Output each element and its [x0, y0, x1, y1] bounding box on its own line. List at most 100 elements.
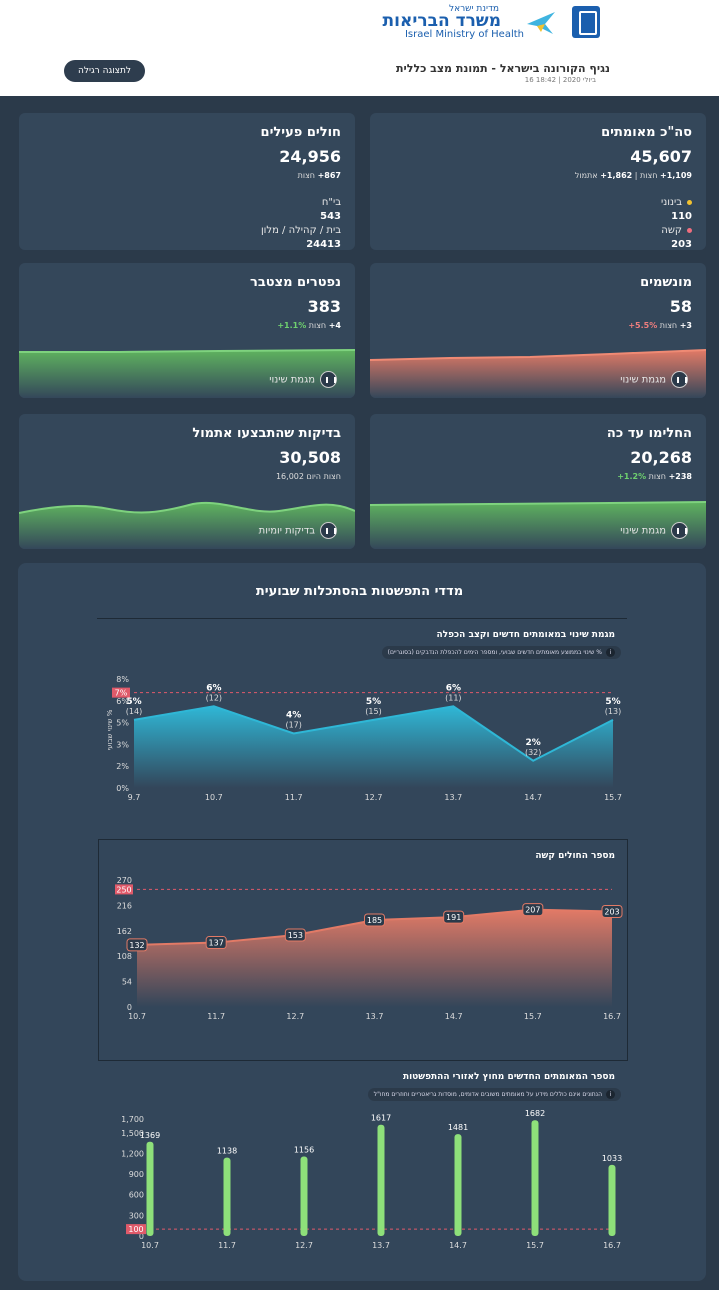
data-label: 185 — [367, 916, 382, 925]
x-tick-label: 10.7 — [141, 1241, 159, 1250]
bar — [146, 1141, 154, 1236]
info-icon[interactable]: i — [606, 648, 615, 657]
confirmed-delta-midnight-label: חצות — [640, 171, 658, 180]
logo-english-text: Israel Ministry of Health — [404, 29, 524, 40]
tests-value: 30,508 — [279, 448, 341, 467]
moderate-label-text: בינוני — [661, 197, 682, 208]
ventilated-pct: 5.5%+ — [628, 321, 658, 330]
bar — [608, 1164, 616, 1236]
confirmed-title: סה"כ מאומתים — [601, 125, 692, 140]
severe-chart-box — [98, 839, 628, 1061]
x-tick-label: 14.7 — [445, 1012, 463, 1021]
severe-label: קשה — [661, 225, 692, 236]
recovered-trend-button[interactable]: מגמת שינוי — [620, 522, 688, 539]
data-label: 6% — [446, 683, 461, 693]
y-tick-label: 900 — [129, 1170, 144, 1179]
ministry-logo-icon — [527, 12, 555, 34]
tests-deltas: חצות היום 16,002 — [276, 472, 341, 481]
y-tick-label: 108 — [117, 952, 132, 961]
deceased-title: נפטרים מצטבר — [250, 275, 341, 290]
ventilated-card: מונשמים 58 3+ חצות 5.5%+ מגמת שינוי — [370, 263, 706, 398]
y-tick-label: 0% — [116, 784, 129, 793]
x-tick-label: 9.7 — [128, 793, 141, 802]
ventilated-delta-label: חצות — [659, 321, 678, 330]
y-tick-label: 6% — [116, 697, 129, 706]
recovered-delta: 238+ — [668, 472, 692, 481]
panel-title: מדדי התפשטות בהסתכלות שבועית — [255, 584, 464, 599]
logo-top-text: מדינת ישראל — [448, 4, 499, 14]
data-label: 4% — [286, 711, 301, 721]
recovered-deltas: 238+ חצות 1.2%+ — [617, 472, 692, 481]
active-card: חולים פעילים 24,956 867+ חצות בי"ח 543 ב… — [19, 113, 355, 250]
bar — [531, 1120, 539, 1236]
panel-divider — [97, 618, 627, 619]
threshold-label: 250 — [116, 885, 131, 894]
ventilated-trend-label: מגמת שינוי — [620, 374, 666, 386]
info-icon[interactable]: i — [606, 1090, 615, 1099]
header: מדינת ישראל משרד הבריאות Israel Ministry… — [0, 0, 719, 96]
x-tick-label: 16.7 — [603, 1012, 621, 1021]
data-label-box — [601, 905, 623, 919]
y-tick-label: 0 — [127, 1003, 132, 1012]
page-title: נגיף הקורונה בישראל - תמונת מצב כללית — [396, 62, 610, 75]
y-tick-label: 1,500 — [121, 1129, 144, 1138]
hospital-value: 543 — [320, 211, 341, 222]
active-deltas: 867+ חצות — [298, 171, 341, 180]
y-tick-label: 300 — [129, 1211, 144, 1220]
y-tick-label: 3% — [116, 740, 129, 749]
doubling-label: (32) — [525, 748, 541, 757]
y-tick-label: 162 — [117, 927, 132, 936]
tests-today-label: היום — [306, 472, 322, 481]
data-label: 6% — [206, 683, 221, 693]
confirmed-value: 45,607 — [630, 147, 692, 166]
data-label: 1682 — [525, 1109, 545, 1118]
home-value: 24413 — [306, 239, 341, 250]
regular-view-button[interactable]: לתצוגה רגילה — [64, 60, 145, 82]
recovered-value: 20,268 — [630, 448, 692, 467]
hospital-label: בי"ח — [321, 197, 341, 208]
confirmed-delta-midnight: 1,109+ — [659, 171, 692, 180]
bar-chart-icon — [320, 371, 337, 388]
doubling-label: (14) — [126, 707, 142, 716]
ventilated-trend-button[interactable]: מגמת שינוי — [620, 371, 688, 388]
confirmed-delta-yesterday: 1,862+ — [600, 171, 633, 180]
data-label-box — [284, 928, 306, 942]
data-label: 1369 — [140, 1131, 160, 1140]
x-tick-label: 16.7 — [603, 1241, 621, 1250]
data-label: 1138 — [217, 1147, 237, 1156]
deceased-card: נפטרים מצטבר 383 4+ חצות 1.1%+ מגמת שינו… — [19, 263, 355, 398]
deceased-value: 383 — [307, 297, 341, 316]
x-tick-label: 12.7 — [365, 793, 383, 802]
deceased-delta-label: חצות — [308, 321, 327, 330]
severe-dot-icon — [687, 227, 692, 233]
confirmed-delta-yesterday-label: אתמול — [574, 171, 598, 180]
data-label: 132 — [129, 941, 144, 950]
recovered-trend-label: מגמת שינוי — [620, 525, 666, 537]
bar — [223, 1157, 231, 1236]
data-label-box — [443, 910, 465, 924]
data-label-box — [126, 938, 148, 952]
data-label: 1617 — [371, 1114, 391, 1123]
tests-card: בדיקות שהתבצעו אתמול 30,508 חצות היום 16… — [19, 414, 355, 549]
doubling-label: (13) — [605, 707, 621, 716]
threshold-badge — [112, 687, 130, 698]
tests-title: בדיקות שהתבצעו אתמול — [192, 426, 341, 441]
bar — [300, 1156, 308, 1236]
y-tick-label: 600 — [129, 1191, 144, 1200]
x-tick-label: 11.7 — [285, 793, 303, 802]
y-tick-label: 1,200 — [121, 1149, 144, 1158]
y-tick-label: 0 — [139, 1232, 144, 1241]
deceased-trend-button[interactable]: מגמת שינוי — [269, 371, 337, 388]
tests-trend-button[interactable]: בדיקות יומיות — [259, 522, 337, 539]
bar — [377, 1124, 385, 1236]
data-label: 5% — [605, 697, 620, 707]
bar-chart-icon — [320, 522, 337, 539]
active-value: 24,956 — [279, 147, 341, 166]
tests-trend-label: בדיקות יומיות — [258, 525, 315, 537]
ventilated-title: מונשמים — [640, 275, 692, 290]
x-tick-label: 12.7 — [295, 1241, 313, 1250]
threshold-badge — [115, 884, 133, 895]
deceased-pct: 1.1%+ — [277, 321, 307, 330]
